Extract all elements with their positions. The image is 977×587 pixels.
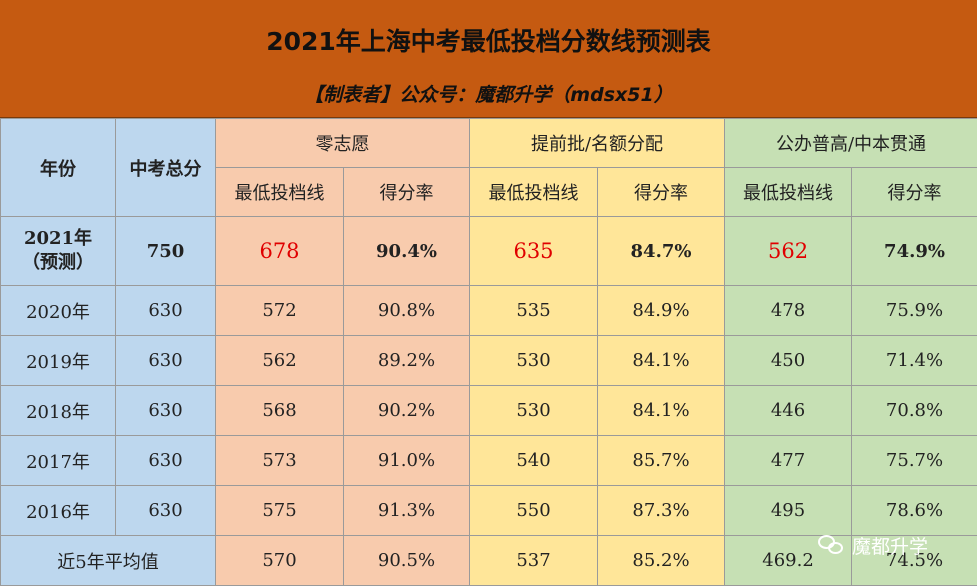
row-year: 2018年 (0, 385, 116, 436)
row-total: 630 (115, 485, 216, 536)
table-row: 2018年 630 568 90.2% 530 84.1% 446 70.8% (0, 385, 977, 436)
average-row: 近5年平均值 570 90.5% 537 85.2% 469.2 74.5% (0, 535, 977, 586)
subheader-min-score: 最低投档线 (215, 167, 344, 217)
row-early-rate: 87.3% (596, 485, 726, 536)
row-early-rate: 84.9% (596, 285, 726, 336)
table-row: 2019年 630 562 89.2% 530 84.1% 450 71.4% (0, 335, 977, 386)
table-row: 2016年 630 575 91.3% 550 87.3% 495 78.6% (0, 485, 977, 536)
row-public-min: 477 (724, 435, 853, 486)
row-public-min: 478 (724, 285, 853, 336)
subheader-score-rate: 得分率 (343, 167, 470, 217)
group-public-high: 公办普高/中本贯通 (724, 118, 977, 168)
row-early-rate: 84.1% (596, 385, 726, 436)
row-year: 2020年 (0, 285, 116, 336)
row-public-rate: 71.4% (851, 335, 977, 386)
average-public-min: 469.2 (724, 535, 853, 586)
prediction-zero-min: 678 (215, 216, 344, 286)
row-zero-min: 562 (215, 335, 344, 386)
row-total: 630 (115, 335, 216, 386)
prediction-year-cell: 2021年 （预测） (0, 216, 116, 286)
row-total: 630 (115, 435, 216, 486)
wechat-icon (818, 533, 846, 557)
row-public-min: 495 (724, 485, 853, 536)
row-year: 2017年 (0, 435, 116, 486)
row-zero-rate: 90.8% (343, 285, 470, 336)
prediction-public-min: 562 (724, 216, 853, 286)
header-total-score: 中考总分 (115, 118, 216, 217)
prediction-early-rate: 84.7% (596, 216, 726, 286)
subheader-score-rate: 得分率 (851, 167, 977, 217)
row-total: 630 (115, 385, 216, 436)
group-early-batch: 提前批/名额分配 (468, 118, 726, 168)
page-title: 2021年上海中考最低投档分数线预测表 (266, 27, 711, 56)
row-public-rate: 75.7% (851, 435, 977, 486)
page-subtitle: 【制表者】公众号：魔都升学（mdsx51） (304, 84, 673, 106)
subheader-min-score: 最低投档线 (724, 167, 853, 217)
row-public-rate: 78.6% (851, 485, 977, 536)
row-zero-min: 572 (215, 285, 344, 336)
prediction-tag: （预测） (22, 252, 94, 273)
watermark: 魔都升学 (818, 530, 928, 560)
average-early-rate: 85.2% (596, 535, 726, 586)
row-zero-rate: 91.0% (343, 435, 470, 486)
group-zero-preference: 零志愿 (215, 118, 470, 168)
row-early-min: 550 (469, 485, 598, 536)
prediction-early-min: 635 (469, 216, 598, 286)
row-zero-min: 573 (215, 435, 344, 486)
row-early-min: 540 (469, 435, 598, 486)
average-public-rate: 74.5% (851, 535, 977, 586)
row-year: 2016年 (0, 485, 116, 536)
header-year: 年份 (0, 118, 116, 217)
prediction-year: 2021年 (23, 228, 93, 249)
average-zero-min: 570 (215, 535, 344, 586)
row-early-min: 535 (469, 285, 598, 336)
row-zero-rate: 91.3% (343, 485, 470, 536)
row-public-min: 446 (724, 385, 853, 436)
row-zero-min: 575 (215, 485, 344, 536)
average-label: 近5年平均值 (0, 535, 216, 586)
row-early-rate: 85.7% (596, 435, 726, 486)
row-public-rate: 70.8% (851, 385, 977, 436)
score-table: 年份 中考总分 零志愿 提前批/名额分配 公办普高/中本贯通 最低投档线 得分率… (0, 118, 977, 586)
header-banner: 2021年上海中考最低投档分数线预测表 【制表者】公众号：魔都升学（mdsx51… (0, 0, 977, 118)
watermark-text: 魔都升学 (852, 535, 929, 558)
row-total: 630 (115, 285, 216, 336)
table-row: 2017年 630 573 91.0% 540 85.7% 477 75.7% (0, 435, 977, 486)
subheader-min-score: 最低投档线 (469, 167, 598, 217)
row-public-min: 450 (724, 335, 853, 386)
row-zero-rate: 90.2% (343, 385, 470, 436)
table-row: 2020年 630 572 90.8% 535 84.9% 478 75.9% (0, 285, 977, 336)
average-early-min: 537 (469, 535, 598, 586)
average-zero-rate: 90.5% (343, 535, 470, 586)
subheader-score-rate: 得分率 (596, 167, 726, 217)
row-zero-rate: 89.2% (343, 335, 470, 386)
prediction-total: 750 (115, 216, 216, 286)
row-public-rate: 75.9% (851, 285, 977, 336)
prediction-row: 2021年 （预测） 750 678 90.4% 635 84.7% 562 7… (0, 216, 977, 286)
prediction-public-rate: 74.9% (851, 216, 977, 286)
row-early-rate: 84.1% (596, 335, 726, 386)
row-early-min: 530 (469, 335, 598, 386)
prediction-zero-rate: 90.4% (343, 216, 470, 286)
row-zero-min: 568 (215, 385, 344, 436)
row-year: 2019年 (0, 335, 116, 386)
row-early-min: 530 (469, 385, 598, 436)
